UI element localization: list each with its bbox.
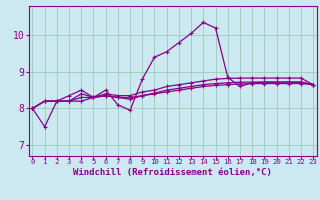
X-axis label: Windchill (Refroidissement éolien,°C): Windchill (Refroidissement éolien,°C) — [73, 168, 272, 177]
